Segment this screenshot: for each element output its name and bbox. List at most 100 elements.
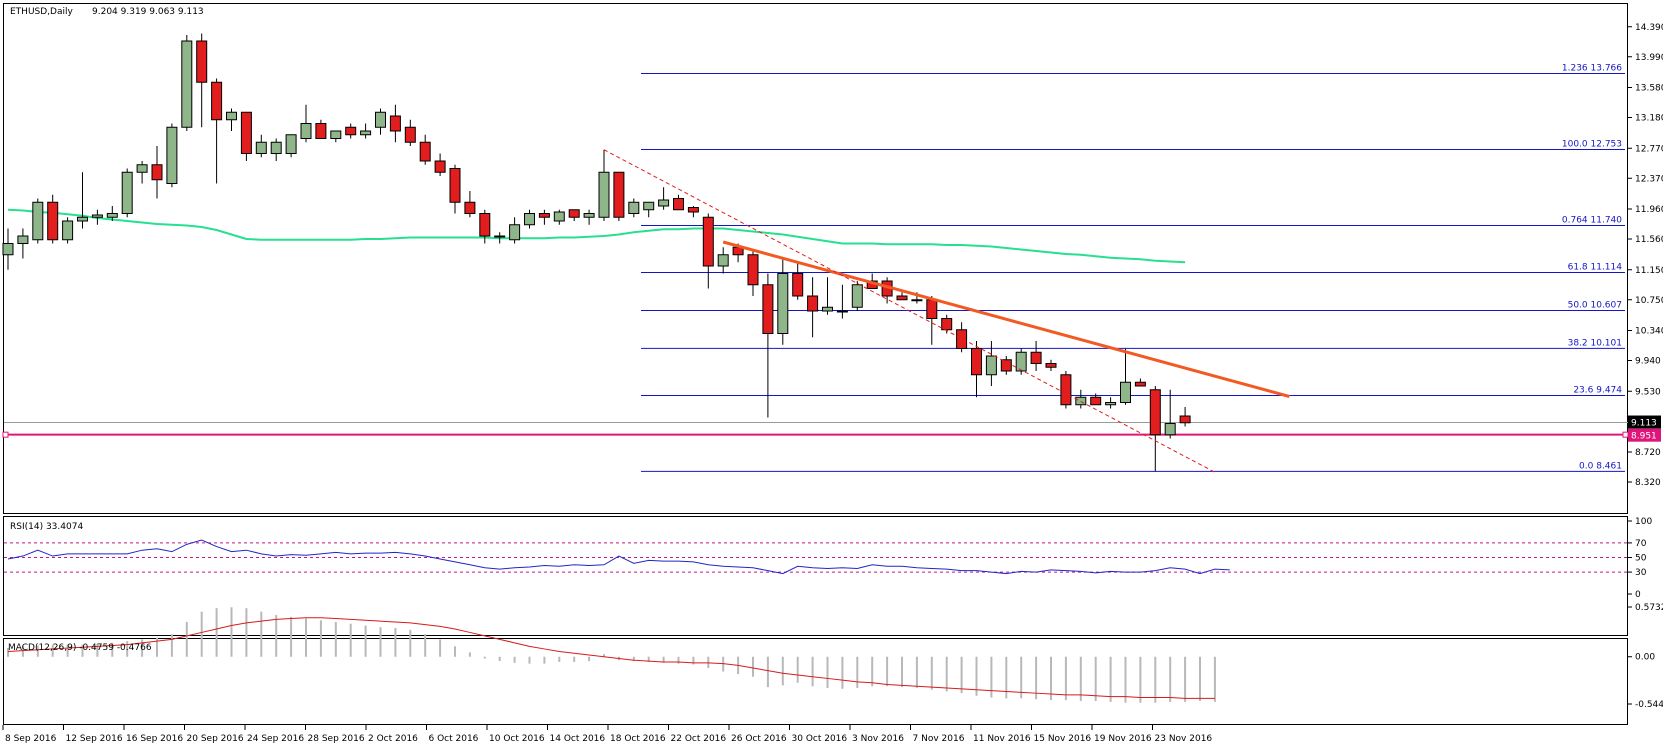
candle-bearish xyxy=(404,126,416,143)
candle-bearish xyxy=(211,81,223,121)
fib-level-label: 23.6 9.474 xyxy=(1573,385,1622,395)
time-axis-label: 28 Sep 2016 xyxy=(308,734,365,744)
candle-bearish xyxy=(389,115,401,132)
candle-bearish xyxy=(434,160,446,173)
candle-bullish xyxy=(91,214,103,218)
candle-bullish xyxy=(255,141,267,154)
time-axis-label: 8 Sep 2016 xyxy=(5,734,57,744)
fib-level-label: 0.0 8.461 xyxy=(1579,461,1622,471)
macd-y-tick-label: 0.5732 xyxy=(1635,603,1663,613)
candle-bearish xyxy=(807,295,819,312)
candle-bearish xyxy=(464,201,476,214)
candle-bearish xyxy=(1149,389,1161,436)
candle-bullish xyxy=(911,299,923,302)
candle-bullish xyxy=(375,111,386,128)
candle-bullish xyxy=(598,171,610,218)
candle-bearish xyxy=(1134,381,1146,387)
macd-panel[interactable]: 0.5732 0.00 -0.5446 xyxy=(7,603,1663,710)
candle-bearish xyxy=(762,284,774,334)
rsi-line xyxy=(7,539,1230,575)
candle-bullish xyxy=(553,211,565,222)
time-axis-label: 20 Sep 2016 xyxy=(187,734,244,744)
rsi-y-tick-label: 50 xyxy=(1635,554,1647,564)
time-axis-label: 7 Nov 2016 xyxy=(913,734,965,744)
fib-level-label: 50.0 10.607 xyxy=(1568,300,1622,310)
channel-dashed-line xyxy=(603,149,1216,473)
candle-bullish xyxy=(1015,351,1027,372)
rsi-y-tick-label: 70 xyxy=(1635,539,1647,549)
time-axis-label: 3 Nov 2016 xyxy=(852,734,904,744)
candle-bearish xyxy=(538,213,550,218)
time-axis-label: 2 Oct 2016 xyxy=(368,734,418,744)
candle-bullish xyxy=(330,130,342,139)
candle-bullish xyxy=(166,126,178,184)
current-price-badge-label: 9.113 xyxy=(1631,419,1657,429)
price-panel[interactable]: 14.390 13.990 13.580 13.180 12.770 12.370 11.9… xyxy=(2,23,1663,488)
candle-bearish xyxy=(613,171,625,218)
candle-bearish xyxy=(1000,359,1012,372)
moving-average-line xyxy=(7,208,1186,264)
candle-bearish xyxy=(971,348,982,376)
candle-bullish xyxy=(32,201,44,241)
candle-bearish xyxy=(896,295,908,301)
candle-bullish xyxy=(121,171,133,214)
price-y-tick-label: 10.340 xyxy=(1635,327,1663,337)
candle-bullish xyxy=(136,164,148,173)
candle-bullish xyxy=(985,355,997,376)
candle-bullish xyxy=(2,243,14,256)
candle-bullish xyxy=(628,201,640,214)
price-y-tick-label: 8.320 xyxy=(1635,478,1661,488)
candle-bearish xyxy=(687,207,699,213)
candle-bearish xyxy=(1060,374,1072,406)
fib-level-label: 100.0 12.753 xyxy=(1562,140,1622,150)
candle-bearish xyxy=(449,168,461,203)
candle-bearish xyxy=(151,164,163,181)
candle-bullish xyxy=(360,130,372,136)
price-y-tick-label: 12.770 xyxy=(1635,144,1663,154)
candle-bearish xyxy=(315,123,327,139)
price-y-tick-label: 11.560 xyxy=(1635,235,1663,245)
macd-panel-frame xyxy=(3,638,1628,725)
time-axis-label: 19 Nov 2016 xyxy=(1094,734,1152,744)
rsi-title: RSI(14) 33.4074 xyxy=(10,522,83,532)
fib-level-label: 38.2 10.101 xyxy=(1568,338,1622,348)
price-y-tick-label: 12.370 xyxy=(1635,174,1663,184)
time-axis-label: 16 Sep 2016 xyxy=(126,734,183,744)
rsi-panel[interactable]: 100 70 50 30 0 xyxy=(4,517,1652,600)
candle-bearish xyxy=(479,213,491,237)
candle-bearish xyxy=(926,299,938,319)
candle-bearish xyxy=(941,318,953,331)
time-axis-label: 18 Oct 2016 xyxy=(610,734,666,744)
candle-bearish xyxy=(240,111,252,154)
time-axis-label: 12 Sep 2016 xyxy=(66,734,123,744)
macd-y-tick-label: -0.5446 xyxy=(1635,700,1663,710)
fib-level-label: 61.8 11.114 xyxy=(1568,262,1623,272)
time-axis-label: 10 Oct 2016 xyxy=(489,734,545,744)
price-y-tick-label: 9.530 xyxy=(1635,387,1661,397)
support-handle-right xyxy=(1622,431,1629,438)
candle-bullish xyxy=(851,284,863,308)
candle-bullish xyxy=(494,235,506,238)
time-axis-label: 22 Oct 2016 xyxy=(671,734,727,744)
macd-signal-line xyxy=(7,617,1215,699)
price-y-tick-label: 13.180 xyxy=(1635,114,1663,124)
candle-bullish xyxy=(643,201,655,211)
time-axis: 8 Sep 2016 12 Sep 2016 16 Sep 2016 20 Sep 2… xyxy=(2,725,1212,744)
bearish-trend-line xyxy=(722,240,1290,398)
candle-bullish xyxy=(300,123,312,139)
candle-bearish xyxy=(673,198,684,211)
macd-y-tick-label: 0.00 xyxy=(1635,653,1655,663)
candle-bullish xyxy=(270,141,282,154)
candle-bullish xyxy=(285,134,297,154)
candle-bearish xyxy=(702,216,714,267)
candle-bullish xyxy=(524,213,535,226)
support-handle-left xyxy=(2,431,9,438)
candle-bearish xyxy=(345,126,357,136)
price-y-tick-label: 13.990 xyxy=(1635,53,1663,63)
time-axis-label: 14 Oct 2016 xyxy=(550,734,606,744)
candle-bullish xyxy=(1164,423,1176,436)
rsi-panel-frame xyxy=(3,516,1628,636)
time-axis-label: 11 Nov 2016 xyxy=(973,734,1031,744)
